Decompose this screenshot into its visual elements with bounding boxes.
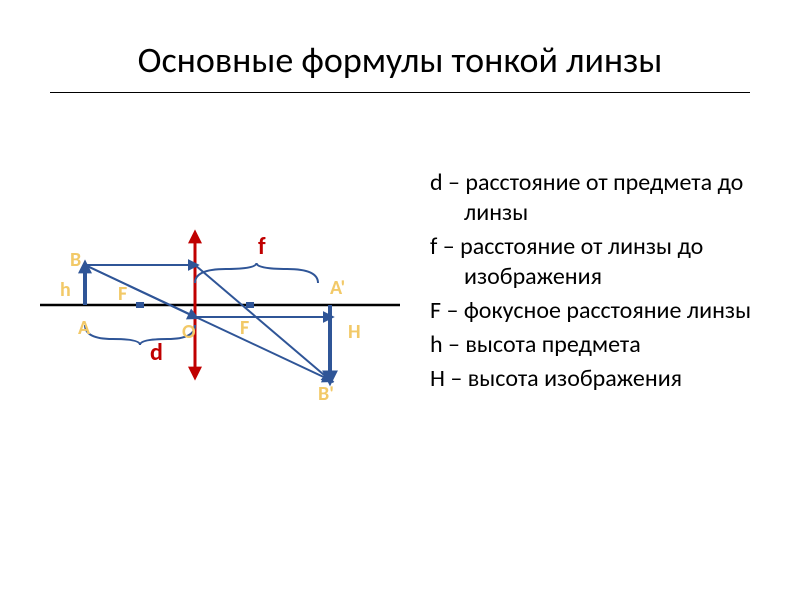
lens-diagram: Bh F A O F A'H B' d f xyxy=(40,190,400,420)
diagram-label: F xyxy=(118,282,127,306)
diagram-label: F xyxy=(240,316,249,340)
def-H: H – высота изображения xyxy=(430,364,770,394)
diagram-label: H xyxy=(348,320,361,344)
slide-title: Основные формулы тонкой линзы xyxy=(0,38,800,82)
diagram-label: A' xyxy=(330,276,345,300)
def-f: f – расстояние от линзы до изображения xyxy=(430,232,770,292)
diagram-label: B xyxy=(70,248,81,272)
diagram-label: h xyxy=(60,278,71,302)
diagram-label: O xyxy=(182,320,196,344)
diagram-label: B' xyxy=(318,382,334,406)
diagram-label: A xyxy=(78,316,90,340)
lens-svg xyxy=(40,190,400,420)
def-h: h – высота предмета xyxy=(430,330,770,360)
def-F: F – фокусное расстояние линзы xyxy=(430,296,770,326)
diagram-label: f xyxy=(258,232,266,261)
def-d: d – расстояние от предмета до линзы xyxy=(430,168,770,228)
title-underline xyxy=(50,92,750,93)
diagram-label: d xyxy=(150,338,163,367)
definitions-block: d – расстояние от предмета до линзы f – … xyxy=(430,168,770,398)
